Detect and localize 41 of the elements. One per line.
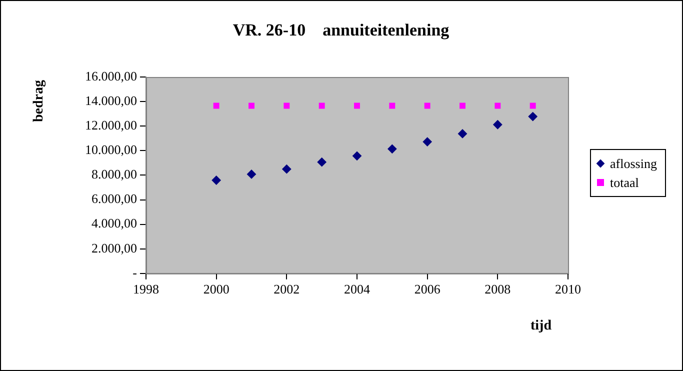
y-tick-label: 8.000,00 [92, 166, 137, 182]
point [493, 120, 502, 130]
point [318, 102, 325, 109]
point [247, 170, 256, 179]
point [354, 102, 360, 109]
y-axis-title: bedrag [32, 80, 47, 122]
x-tick-label: 2006 [414, 282, 441, 297]
point [248, 102, 254, 109]
y-tick-label: 4.000,00 [92, 216, 137, 231]
legend-label: aflossing [610, 156, 657, 172]
chart-title: VR. 26-10 annuiteitenlening [232, 20, 450, 40]
y-tick-label: 14.000,00 [85, 92, 137, 108]
x-tick-label: 2008 [484, 282, 511, 297]
x-tick-label: 2004 [344, 282, 370, 297]
y-tick-label: 16.000,00 [85, 68, 137, 84]
point [424, 102, 430, 109]
point [213, 102, 220, 109]
point [422, 137, 432, 146]
y-tick-label: 2.000,00 [92, 240, 137, 256]
point [317, 158, 326, 167]
x-axis-title: tijd [530, 318, 552, 334]
point [388, 144, 397, 154]
point [494, 102, 501, 109]
x-tick-label: 2000 [203, 282, 230, 297]
x-tick-label: 2010 [555, 282, 581, 297]
legend-label: totaal [610, 174, 639, 190]
x-tick-label: 1998 [133, 282, 159, 297]
y-tick-label: 12.000,00 [85, 118, 137, 133]
y-tick-label: 6.000,00 [92, 191, 137, 206]
point [460, 102, 466, 109]
point [284, 102, 290, 109]
point [530, 102, 536, 109]
y-tick-label: - [132, 264, 137, 280]
point [352, 151, 362, 160]
point [389, 102, 396, 109]
point [212, 176, 221, 185]
point [282, 164, 292, 174]
y-tick-label: 10.000,00 [85, 142, 137, 158]
x-tick-label: 2002 [274, 282, 300, 297]
point [458, 129, 467, 138]
point [528, 112, 538, 122]
